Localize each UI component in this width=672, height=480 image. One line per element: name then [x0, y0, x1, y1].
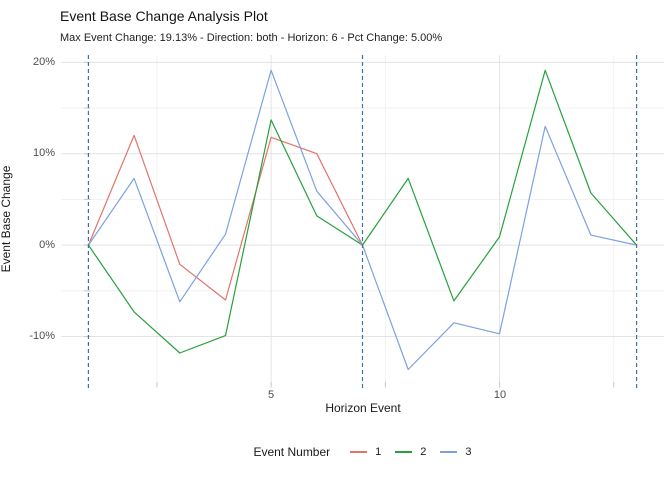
chart-title: Event Base Change Analysis Plot	[60, 8, 268, 24]
legend-entry-label: 2	[420, 446, 427, 458]
chart-subtitle: Max Event Change: 19.13% - Direction: bo…	[60, 32, 443, 44]
y-tick-label: -10%	[29, 330, 55, 342]
x-axis-title: Horizon Event	[325, 401, 401, 415]
legend-key-line-icon	[350, 451, 368, 453]
y-tick-label: 20%	[32, 56, 55, 68]
x-tick-label: 5	[267, 389, 275, 401]
legend-entry-label: 1	[375, 446, 382, 458]
legend-item: 2	[395, 446, 426, 458]
y-axis-title: Event Base Change	[0, 165, 13, 273]
legend-item: 3	[440, 446, 472, 458]
legend-title: Event Number	[253, 445, 331, 459]
x-tick-label: 10	[493, 389, 507, 401]
legend: Event Number 1 2 3	[61, 443, 664, 461]
y-tick-label: 0%	[39, 239, 55, 251]
legend-key-line-icon	[440, 451, 458, 453]
legend-key-line-icon	[395, 451, 413, 453]
legend-item: 1	[350, 446, 381, 458]
y-tick-label: 10%	[32, 147, 55, 159]
legend-entry-label: 3	[465, 446, 472, 458]
